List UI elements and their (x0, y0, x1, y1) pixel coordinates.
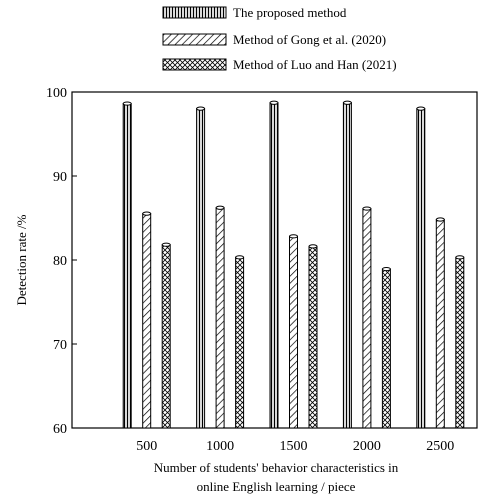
y-tick-label: 60 (53, 422, 67, 437)
bar-cap (416, 106, 426, 111)
bar-cap (289, 234, 298, 239)
bar-cap (308, 244, 318, 249)
x-tick-label: 2000 (353, 439, 381, 454)
x-axis: 500 1000 1500 2000 2500 (136, 439, 454, 454)
legend-item-gong: Method of Gong et al. (2020) (162, 32, 386, 47)
bar-3-1000 (235, 256, 245, 429)
bar-cap (269, 100, 279, 105)
bar-2-2000 (362, 208, 372, 429)
bar-cap (122, 101, 132, 106)
bar-2-2500 (435, 219, 445, 429)
x-tick-label: 2500 (426, 439, 454, 454)
legend-label-gong: Method of Gong et al. (2020) (233, 32, 386, 47)
bar-cap (161, 242, 171, 247)
bars (122, 100, 465, 429)
bar-cap (362, 206, 372, 211)
legend-swatch-proposed (162, 6, 227, 19)
bar-2-500 (142, 213, 152, 429)
bar-3-2500 (455, 256, 465, 429)
bar-1-500 (122, 103, 132, 429)
legend-swatch-gong (162, 33, 227, 46)
bar-cap (455, 255, 465, 260)
legend-label-proposed: The proposed method (233, 5, 347, 20)
bar-cap (215, 205, 225, 210)
x-tick-label: 1500 (280, 439, 308, 454)
legend-label-luo: Method of Luo and Han (2021) (233, 57, 397, 72)
bar-3-2000 (381, 268, 391, 429)
bar-2-1000 (215, 207, 225, 429)
legend: The proposed method Method of Gong et al… (162, 5, 397, 72)
legend-item-proposed: The proposed method (162, 5, 347, 20)
y-axis: 60 70 80 90 100 (46, 86, 77, 437)
y-tick-label: 100 (46, 86, 67, 101)
bar-2-1500 (289, 235, 298, 429)
bar-cap (142, 211, 152, 216)
bar-cap (381, 266, 391, 272)
bar-cap (235, 255, 245, 260)
bar-1-1500 (269, 102, 279, 429)
legend-item-luo: Method of Luo and Han (2021) (162, 57, 397, 72)
bar-cap (196, 106, 206, 111)
x-tick-label: 1000 (206, 439, 234, 454)
legend-swatch-luo (162, 58, 227, 71)
y-axis-title: Detection rate /% (14, 214, 29, 305)
bar-cap (435, 217, 445, 222)
bar-1-2000 (342, 102, 352, 429)
y-tick-label: 80 (53, 254, 67, 269)
y-tick-label: 90 (53, 170, 67, 185)
bar-3-500 (161, 244, 171, 429)
bar-cap (342, 100, 352, 105)
x-tick-label: 500 (136, 439, 157, 454)
bar-1-2500 (416, 108, 426, 429)
bar-1-1000 (196, 108, 206, 429)
x-axis-title-line1: Number of students' behavior characteris… (154, 460, 399, 475)
bar-3-1500 (308, 245, 318, 429)
y-tick-label: 70 (53, 338, 67, 353)
x-axis-title-line2: online English learning / piece (197, 479, 356, 494)
